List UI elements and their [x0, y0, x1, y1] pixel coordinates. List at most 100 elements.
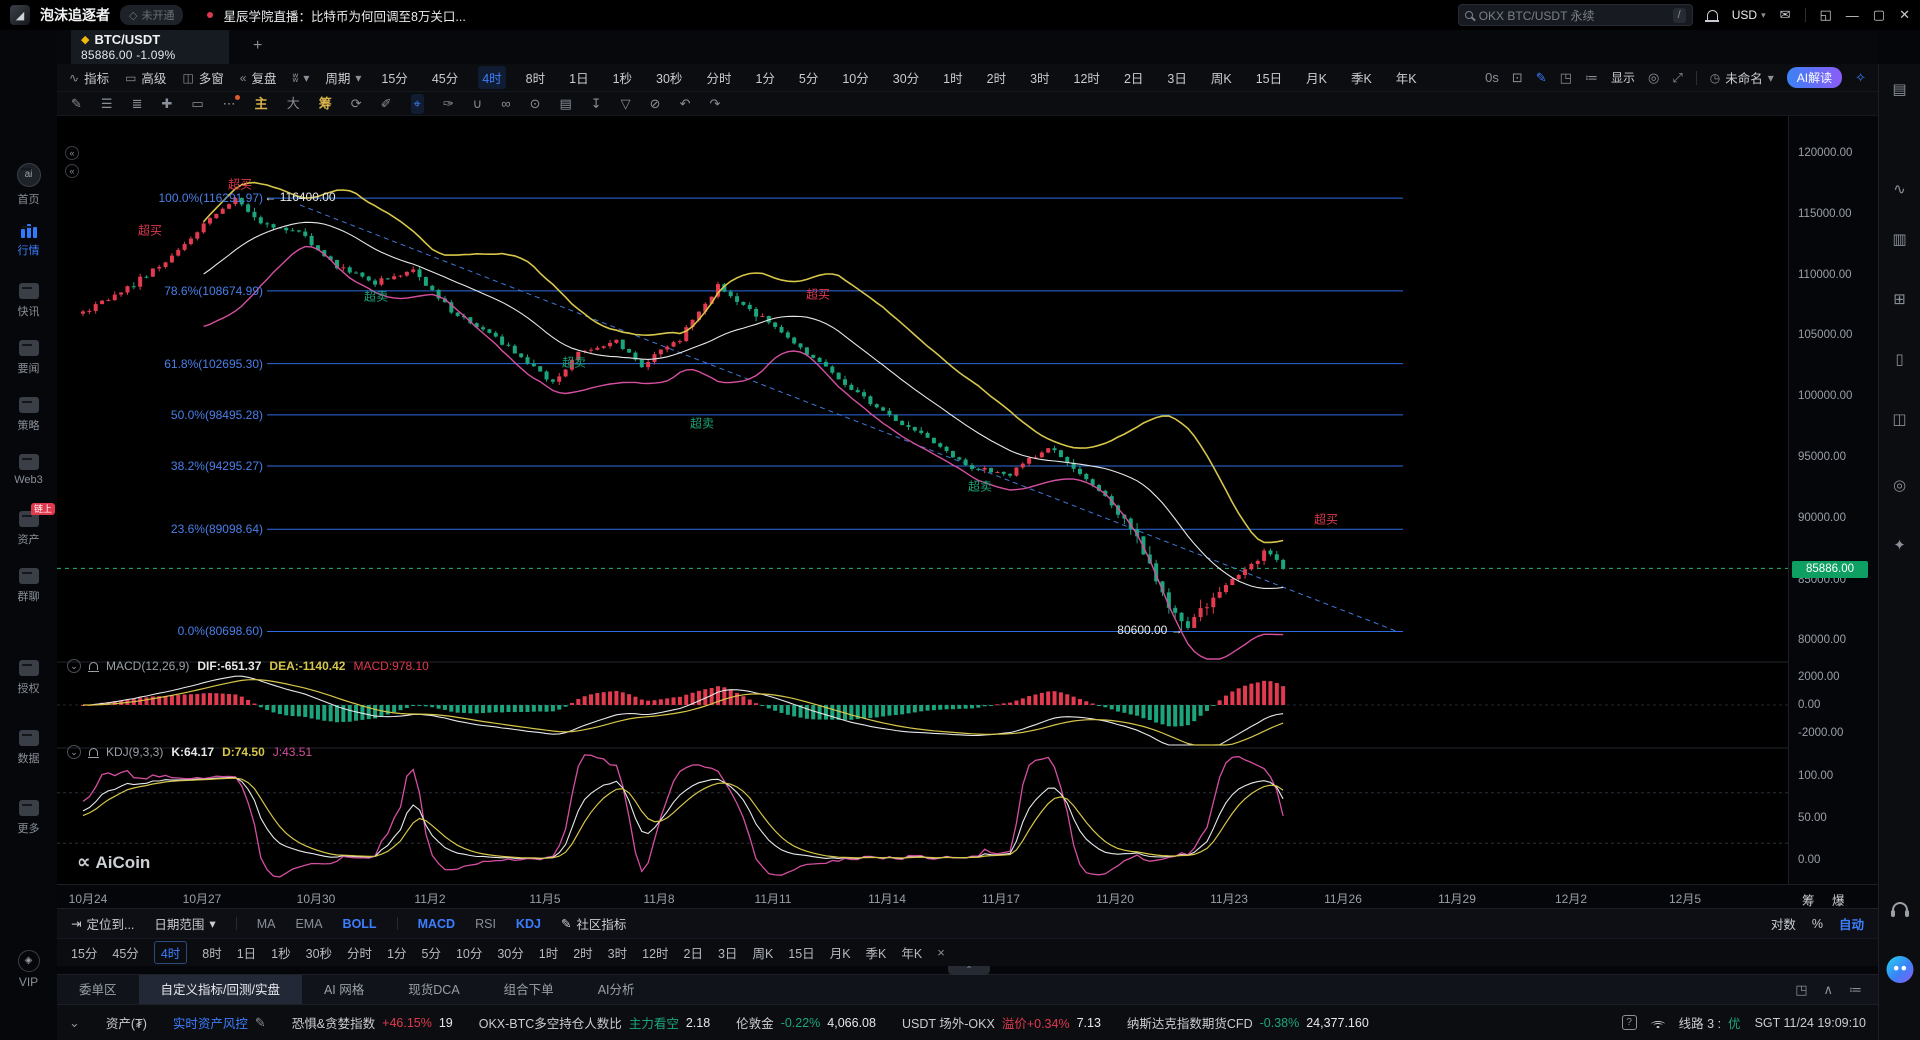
- tf2-年K[interactable]: 年K: [901, 943, 922, 962]
- refresh-icon[interactable]: ⟳: [351, 94, 362, 114]
- live-ticker[interactable]: 星辰学院直播：比特币为何回调至8万关口...: [223, 6, 465, 25]
- locate-to-button[interactable]: ⇥定位到...: [71, 914, 134, 933]
- pencil-icon[interactable]: ✎: [71, 94, 82, 114]
- toolbar-button-指标[interactable]: ∿指标: [69, 68, 109, 87]
- tf2-月K[interactable]: 月K: [830, 943, 851, 962]
- help-icon[interactable]: ?: [1622, 1015, 1637, 1030]
- collapse-macd-icon[interactable]: ⌄: [67, 659, 81, 673]
- headset-support-icon[interactable]: [1892, 902, 1908, 912]
- timeframe-季K[interactable]: 季K: [1347, 66, 1376, 89]
- tf2-10分[interactable]: 10分: [456, 943, 482, 962]
- bottom-tab-组合下单[interactable]: 组合下单: [482, 975, 576, 1005]
- indicator-RSI[interactable]: RSI: [475, 917, 496, 931]
- status-item[interactable]: 恐惧&贪婪指数+46.15%19: [292, 1013, 453, 1032]
- network-line-status[interactable]: 线路 3 :优: [1679, 1013, 1741, 1032]
- tf2-15分[interactable]: 15分: [71, 943, 97, 962]
- filter-icon[interactable]: ▽: [621, 94, 631, 114]
- overlay-EMA[interactable]: EMA: [295, 917, 322, 931]
- bottom-tab-AI分析[interactable]: AI分析: [576, 975, 657, 1005]
- ai-explain-button[interactable]: AI解读: [1787, 67, 1842, 88]
- sidebar-item-要闻[interactable]: 要闻: [0, 340, 57, 376]
- timeframe-1时[interactable]: 1时: [939, 66, 966, 89]
- cross-line-icon[interactable]: ✚: [161, 94, 172, 114]
- tf2-8时[interactable]: 8时: [202, 943, 221, 962]
- timeframe-3日[interactable]: 3日: [1163, 66, 1190, 89]
- tf2-2日[interactable]: 2日: [684, 943, 703, 962]
- sidebar-item-资产[interactable]: 链上资产: [0, 511, 57, 547]
- timeframe-年K[interactable]: 年K: [1392, 66, 1421, 89]
- collapse-icon[interactable]: ∧: [1823, 982, 1833, 998]
- status-item[interactable]: OKX-BTC多空持仓人数比主力看空2.18: [479, 1013, 710, 1032]
- account-status-badge[interactable]: ◇未开通: [120, 5, 183, 25]
- sidebar-item-行情[interactable]: 行情: [0, 222, 57, 258]
- scale-自动[interactable]: 自动: [1839, 914, 1864, 933]
- crosshair-icon[interactable]: ⌖: [411, 94, 424, 114]
- timeframe-2时[interactable]: 2时: [983, 66, 1010, 89]
- liquidation-button[interactable]: 爆: [1832, 890, 1845, 909]
- magnet-icon[interactable]: ∪: [473, 94, 483, 114]
- tf2-1秒[interactable]: 1秒: [271, 943, 290, 962]
- list-settings-icon[interactable]: ≔: [1585, 70, 1598, 86]
- star-tools-icon[interactable]: ✦: [1893, 536, 1906, 554]
- watchlist-panel-icon[interactable]: ▤: [1892, 80, 1906, 98]
- alerts-signal-icon[interactable]: ∿: [1893, 180, 1906, 198]
- undo-icon[interactable]: ↶: [680, 94, 691, 114]
- tf2-1分[interactable]: 1分: [387, 943, 406, 962]
- tf2-季K[interactable]: 季K: [866, 943, 887, 962]
- timeframe-3时[interactable]: 3时: [1026, 66, 1053, 89]
- timeframe-1秒[interactable]: 1秒: [609, 66, 636, 89]
- timeframe-4时[interactable]: 4时: [478, 66, 505, 89]
- sidebar-item-群聊[interactable]: 群聊: [0, 568, 57, 604]
- more-tools-icon[interactable]: ⋯: [223, 94, 236, 114]
- mobile-app-icon[interactable]: ▯: [1895, 350, 1903, 368]
- sidebar-item-策略[interactable]: 策略: [0, 397, 57, 433]
- expand-panel-icon[interactable]: «: [65, 146, 79, 160]
- trend-lines-icon[interactable]: ☰: [101, 94, 113, 114]
- panel-collapse-handle[interactable]: ⌃: [948, 966, 990, 975]
- chart-area[interactable]: « « 超买超买← 116400.00超卖超卖超卖超买超卖超买80600.00 …: [57, 116, 1788, 884]
- tf2-2时[interactable]: 2时: [573, 943, 592, 962]
- sidebar-item-数据[interactable]: 数据: [0, 730, 57, 766]
- tf2-周K[interactable]: 周K: [752, 943, 773, 962]
- sidebar-item-vip[interactable]: ◈VIP: [0, 950, 57, 989]
- timeframe-1日[interactable]: 1日: [565, 66, 592, 89]
- toolbar-button-高级[interactable]: ▭高级: [125, 68, 166, 87]
- calendar-icon[interactable]: ⊞: [1893, 290, 1906, 308]
- macd-alert-icon[interactable]: [89, 662, 98, 670]
- scale-对数[interactable]: 对数: [1771, 914, 1796, 933]
- timeframe-45分[interactable]: 45分: [428, 66, 462, 89]
- timeframe-12时[interactable]: 12时: [1070, 66, 1104, 89]
- sidebar-item-授权[interactable]: 授权: [0, 660, 57, 696]
- layout-dropdown[interactable]: ◷未命名▾: [1710, 68, 1774, 87]
- panel-list-icon[interactable]: ≔: [1849, 982, 1862, 998]
- main-chart-icon[interactable]: 主: [255, 94, 268, 114]
- monitor-icon[interactable]: ◫: [1892, 410, 1906, 428]
- pin-window-icon[interactable]: ◱: [1820, 7, 1832, 23]
- tf2-1日[interactable]: 1日: [237, 943, 256, 962]
- timeframe-8时[interactable]: 8时: [522, 66, 549, 89]
- community-indicators-button[interactable]: ✎社区指标: [561, 914, 627, 933]
- link-candle-icon[interactable]: ∞: [501, 94, 510, 114]
- toolbar-button-复盘[interactable]: «复盘: [240, 68, 277, 87]
- currency-dropdown[interactable]: USD▾: [1732, 8, 1766, 22]
- timeframe-2日[interactable]: 2日: [1120, 66, 1147, 89]
- bottom-tab-自定义指标/回测/实盘[interactable]: 自定义指标/回测/实盘: [139, 975, 302, 1005]
- volume-profile-dropdown[interactable]: ʬ▾: [293, 71, 310, 85]
- status-item[interactable]: 纳斯达克指数期货CFD-0.38%24,377.160: [1127, 1013, 1369, 1032]
- close-timeframe-icon[interactable]: ×: [937, 945, 945, 960]
- timeframe-10分[interactable]: 10分: [838, 66, 872, 89]
- large-view-icon[interactable]: 大: [287, 94, 300, 114]
- toolbar-button-多窗[interactable]: ◫多窗: [182, 68, 223, 87]
- tf2-分时[interactable]: 分时: [347, 943, 372, 962]
- sidebar-item-首页[interactable]: ai首页: [0, 163, 57, 207]
- draw-pencil-icon[interactable]: ✎: [1536, 70, 1547, 86]
- fullscreen-icon[interactable]: ⤢: [1672, 70, 1682, 86]
- collapse-panel-icon[interactable]: ⌄: [69, 1015, 80, 1031]
- screenshot-icon[interactable]: ⊡: [1512, 70, 1523, 86]
- redo-icon[interactable]: ↷: [709, 94, 720, 114]
- rectangle-icon[interactable]: ▭: [191, 94, 203, 114]
- tf2-1时[interactable]: 1时: [539, 943, 558, 962]
- tf2-4时[interactable]: 4时: [154, 941, 187, 964]
- timeframe-15日[interactable]: 15日: [1252, 66, 1286, 89]
- indicator-KDJ[interactable]: KDJ: [516, 917, 541, 931]
